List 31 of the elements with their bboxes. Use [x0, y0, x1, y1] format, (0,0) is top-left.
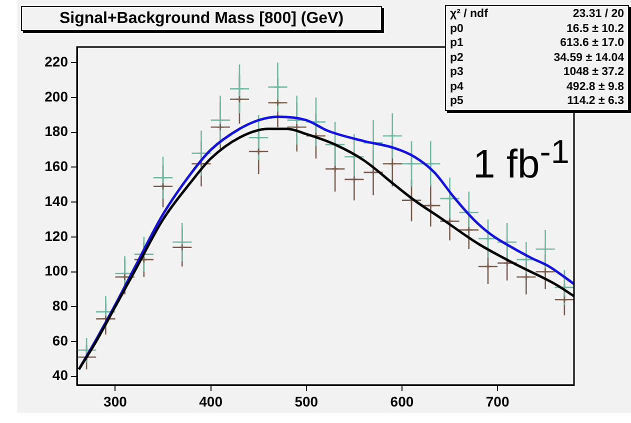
y-tick-label: 60: [52, 332, 68, 348]
text: p0: [450, 22, 464, 36]
y-tick-label: 140: [44, 192, 68, 209]
annotation: p1: [450, 36, 464, 50]
x-tick-label: 300: [104, 393, 128, 410]
annotation: 492.8 ± 9.8: [566, 80, 624, 94]
y-tick-label: 80: [52, 297, 68, 314]
annotation: 34.59 ± 14.04: [554, 50, 624, 65]
x-tick-label: 600: [390, 393, 414, 410]
text: 16.5 ± 10.2: [566, 22, 624, 36]
annotation: p2: [450, 50, 464, 65]
x-tick-label: 500: [294, 393, 318, 410]
annotation: p4: [450, 80, 464, 94]
y-tick-label: 180: [44, 123, 68, 140]
y-tick-label: 120: [44, 228, 68, 244]
annotation: 1 fb$^{-1}$: [473, 134, 570, 188]
annotation: p3: [450, 65, 464, 80]
y-tick-label: 40: [52, 367, 68, 384]
chart-title: Signal+Background Mass [800] (GeV): [21, 6, 382, 31]
annotation: 114.2 ± 6.3: [567, 94, 624, 108]
y-tick-label: 100: [44, 262, 68, 279]
x-tick-label: 400: [199, 393, 223, 410]
annotation: 613.6 ± 17.0: [560, 36, 624, 50]
text: χ² / ndf: [450, 7, 488, 22]
annotation: 1048 ± 37.2: [563, 65, 624, 80]
annotation: p5: [450, 94, 464, 108]
y-tick-label: 160: [44, 158, 68, 174]
y-tick-label: 220: [44, 54, 68, 70]
y-tick-label: 200: [44, 88, 68, 104]
x-tick-label: 700: [486, 393, 510, 410]
text: 23.31 / 20: [572, 7, 624, 22]
